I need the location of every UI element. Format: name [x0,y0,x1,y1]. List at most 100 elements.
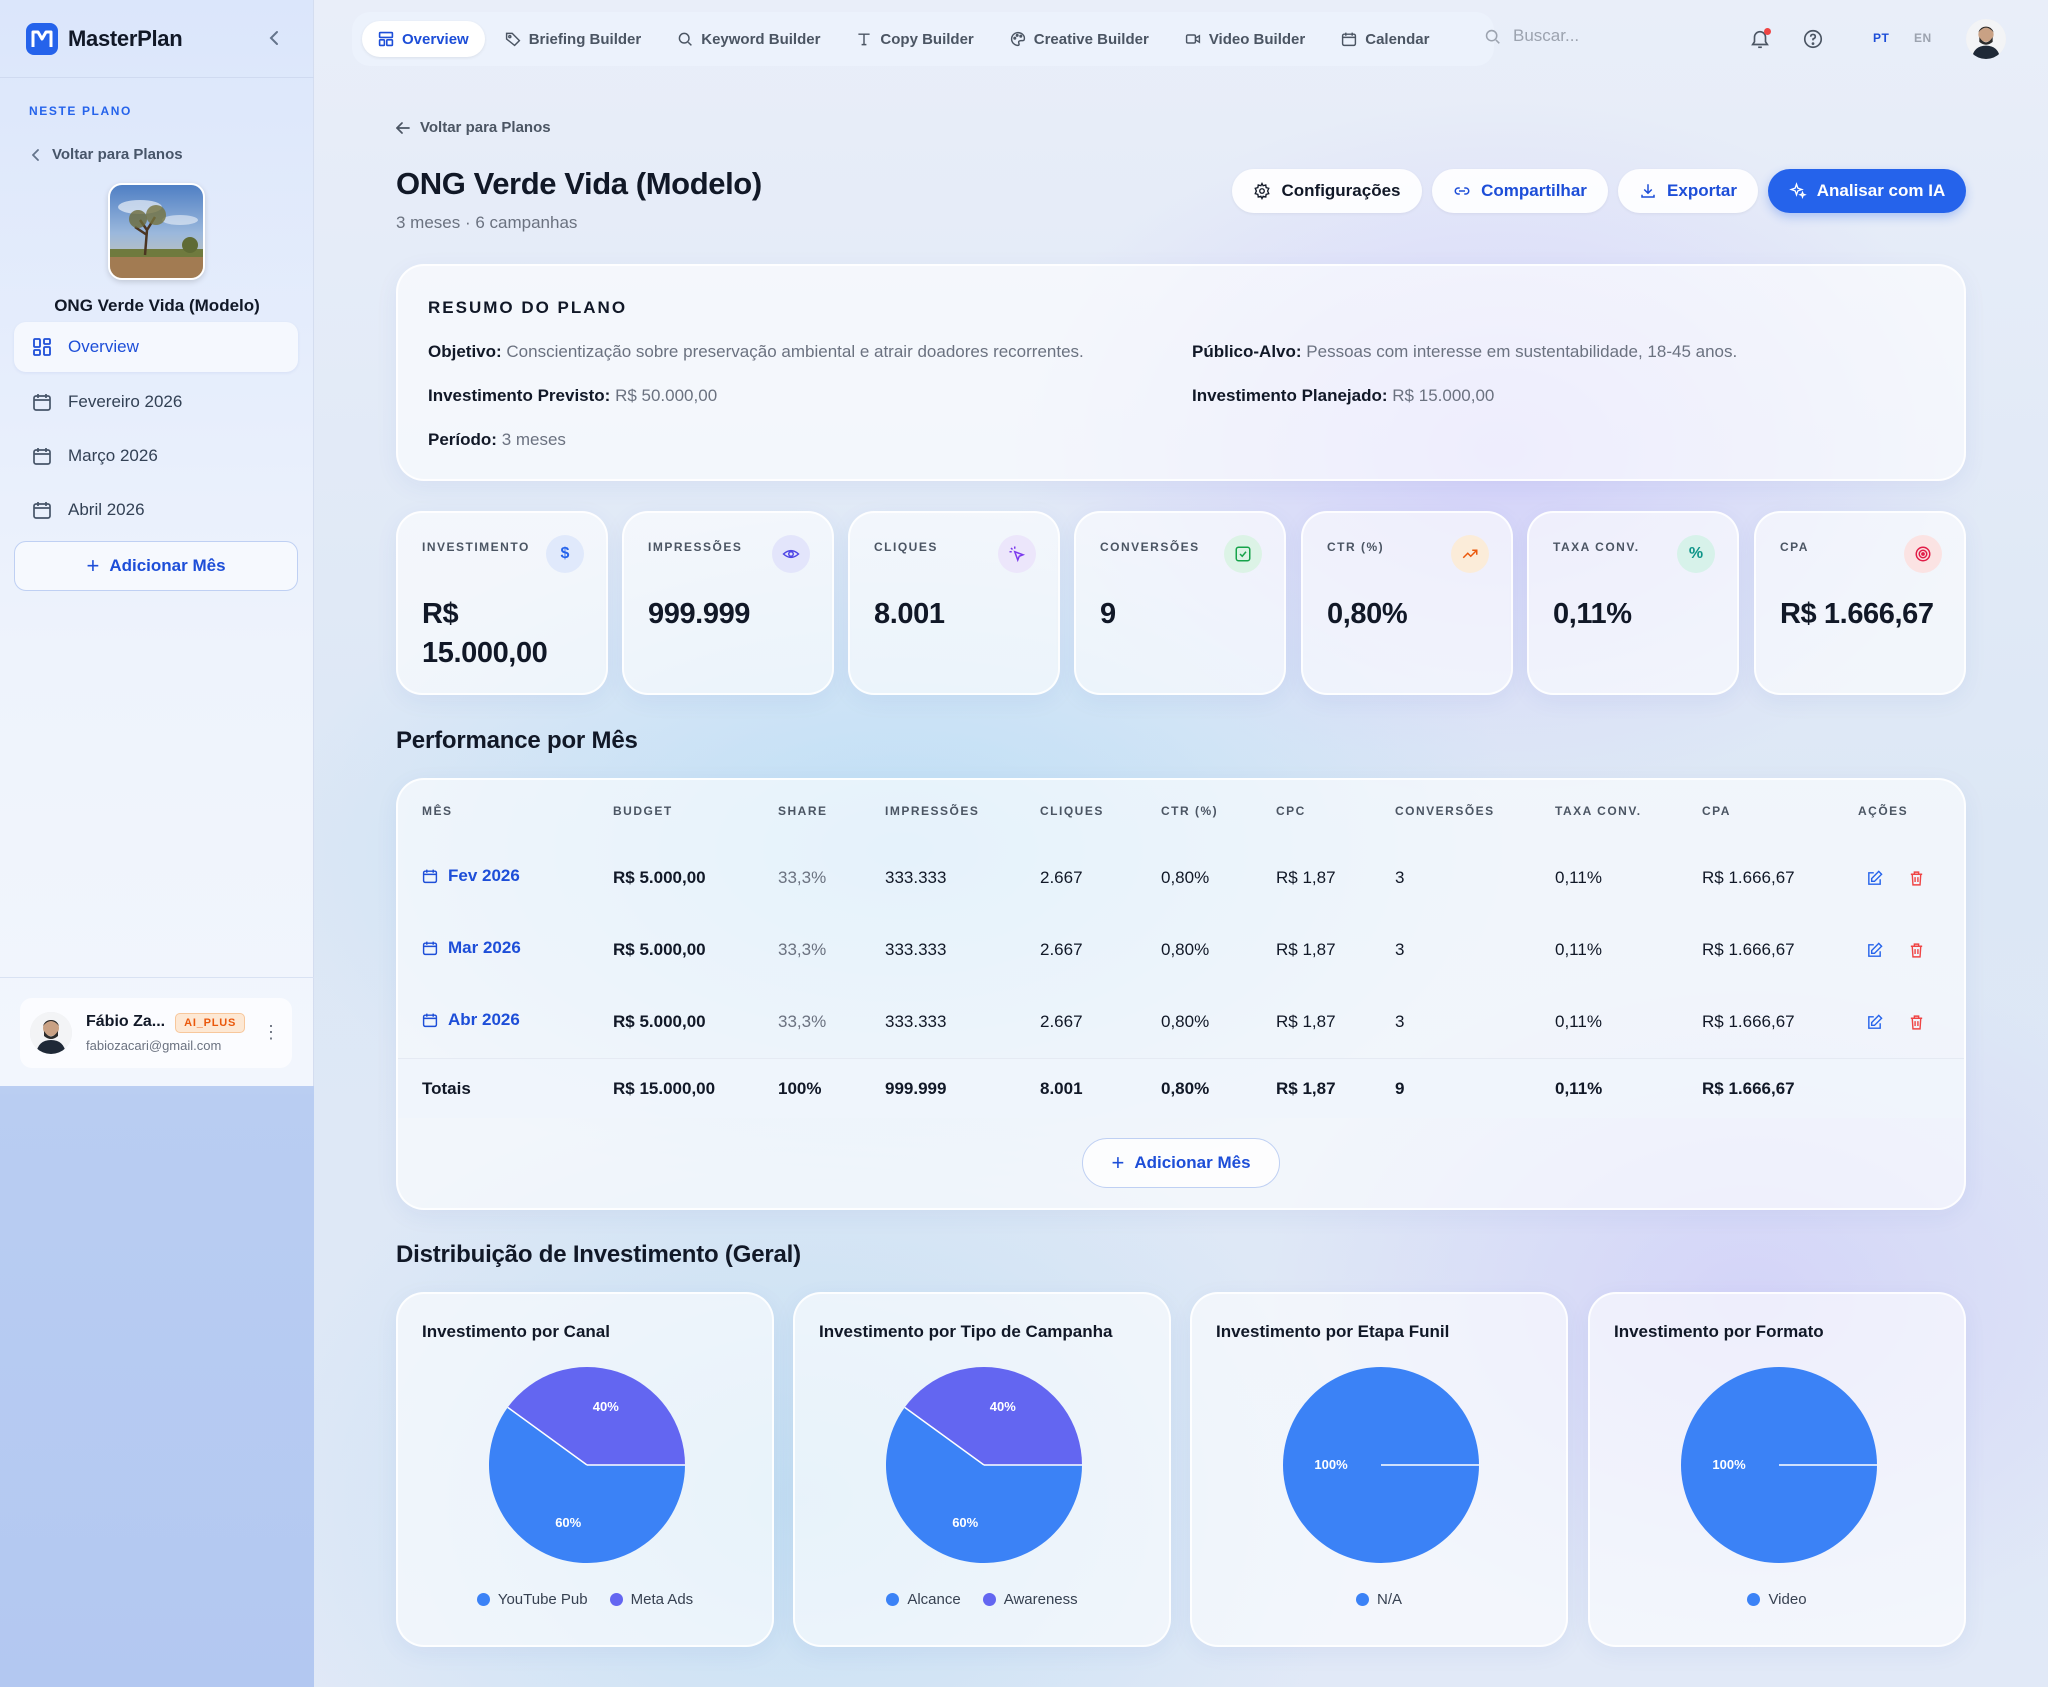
legend-item[interactable]: Video [1747,1591,1807,1608]
cell-clicks: 2.667 [1040,868,1083,887]
sidebar: MasterPlan NESTE PLANO Voltar para Plano… [0,0,314,1687]
edit-icon[interactable] [1864,940,1884,960]
sidebar-item-marco[interactable]: Março 2026 [14,431,298,481]
chart-legend: YouTube Pub Meta Ads [398,1591,772,1608]
cell-ctr: 0,80% [1161,1079,1210,1098]
cell-share: 33,3% [778,1012,827,1031]
legend-item[interactable]: Meta Ads [609,1591,693,1608]
slice-label: 40% [593,1399,619,1414]
pie-slice[interactable] [507,1367,685,1465]
help-icon[interactable] [1800,26,1826,52]
calendar-icon [1342,32,1357,47]
kpi-label: TAXA CONV. [1553,540,1640,554]
sidebar-item-fevereiro[interactable]: Fevereiro 2026 [14,377,298,427]
edit-icon[interactable] [1864,1012,1884,1032]
sidebar-item-abril[interactable]: Abril 2026 [14,485,298,535]
trash-icon[interactable] [1906,1012,1926,1032]
back-to-plans-link[interactable]: Voltar para Planos [32,146,183,163]
search-input[interactable]: Buscar... [1513,26,1580,45]
collapse-sidebar-icon[interactable] [262,26,286,50]
kpi-value: 0,11% [1553,598,1632,630]
pie-chart: 100% [1681,1367,1877,1563]
brand[interactable]: MasterPlan [26,22,183,56]
legend-label: YouTube Pub [497,1591,588,1608]
kpi-card-impressions: IMPRESSÕES 999.999 [622,511,834,695]
plan-badge: AI_PLUS [175,1013,246,1033]
column-header: SHARE [778,804,828,818]
month-link[interactable]: Fev 2026 [422,866,520,886]
pointer-icon [998,535,1036,573]
legend-item[interactable]: Alcance [886,1591,961,1608]
summary-audience: Público-Alvo: Pessoas com interesse em s… [1192,342,1737,362]
trash-icon[interactable] [1906,940,1926,960]
chart-title: Investimento por Canal [422,1322,610,1341]
cell-share: 100% [778,1079,822,1098]
calendar-icon [422,869,438,884]
export-button[interactable]: Exportar [1618,169,1758,213]
cell-ctr: 0,80% [1161,1012,1210,1031]
avatar[interactable] [1966,19,2006,59]
tab-keyword-builder[interactable]: Keyword Builder [661,21,836,57]
month-link[interactable]: Abr 2026 [422,1010,520,1030]
pie-card-funnel-stage: Investimento por Etapa Funil 100% N/A [1190,1292,1568,1647]
column-header: AÇÕES [1858,804,1909,818]
tab-copy-builder[interactable]: Copy Builder [840,21,989,57]
tab-overview[interactable]: Overview [362,21,485,57]
sparkles-icon [1788,182,1807,199]
cell-budget: R$ 5.000,00 [613,868,706,887]
add-month-button[interactable]: + Adicionar Mês [14,541,298,591]
cell-conversions: 9 [1395,1079,1405,1098]
cell-budget: R$ 15.000,00 [613,1079,716,1098]
add-month-button[interactable]: + Adicionar Mês [1082,1138,1280,1188]
lang-pt-toggle[interactable]: PT [1873,31,1890,45]
sidebar-item-label: Fevereiro 2026 [68,392,183,411]
sidebar-panel: MasterPlan NESTE PLANO Voltar para Plano… [0,0,314,1086]
edit-icon[interactable] [1864,868,1884,888]
back-to-plans-label: Voltar para Planos [52,146,183,163]
legend-item[interactable]: N/A [1355,1591,1402,1608]
gear-icon [1254,182,1271,200]
cell-cpc: R$ 1,87 [1276,1079,1336,1098]
tab-creative-builder[interactable]: Creative Builder [994,21,1165,57]
tab-briefing-builder[interactable]: Briefing Builder [489,21,658,57]
planned-label: Investimento Planejado: [1192,386,1388,405]
section-label: NESTE PLANO [29,104,132,118]
lang-en-toggle[interactable]: EN [1914,31,1932,45]
check-square-icon [1224,535,1262,573]
cell-cpa: R$ 1.666,67 [1702,868,1795,887]
legend-swatch [609,1593,623,1606]
cell-impressions: 333.333 [885,940,947,959]
tab-calendar[interactable]: Calendar [1325,21,1445,57]
tab-video-builder[interactable]: Video Builder [1169,21,1321,57]
tab-label: Calendar [1365,30,1430,48]
legend-item[interactable]: Awareness [982,1591,1078,1608]
search-bar[interactable]: Buscar... [1484,26,1579,46]
table-row: Mar 2026 R$ 5.000,00 33,3% 333.333 2.667… [398,914,1964,986]
notification-bell-icon[interactable] [1747,26,1773,52]
share-button[interactable]: Compartilhar [1432,169,1608,213]
breadcrumb[interactable]: Voltar para Planos [396,119,551,136]
audience-value: Pessoas com interesse em sustentabilidad… [1306,342,1738,361]
analyze-ai-button[interactable]: Analisar com IA [1768,169,1966,213]
settings-button[interactable]: Configurações [1232,169,1422,213]
more-vertical-icon[interactable]: ⋮ [262,1022,280,1042]
user-card[interactable]: Fábio Za... AI_PLUS fabiozacari@gmail.com… [20,998,292,1068]
cell-impressions: 999.999 [885,1079,947,1098]
calendar-icon [32,500,52,520]
plan-summary-card: RESUMO DO PLANO Objetivo: Conscientizaçã… [396,264,1966,481]
sidebar-item-label: Abril 2026 [68,500,145,519]
trash-icon[interactable] [1906,868,1926,888]
month-link[interactable]: Mar 2026 [422,938,521,958]
pie-slice[interactable] [886,1407,1082,1563]
pie-slice[interactable] [489,1407,685,1563]
sidebar-item-overview[interactable]: Overview [14,322,298,372]
legend-item[interactable]: YouTube Pub [476,1591,588,1608]
period-label: Período: [428,430,497,449]
pie-slice[interactable] [904,1367,1082,1465]
target-icon [1904,535,1942,573]
calendar-icon [32,392,52,412]
slice-label: 100% [1712,1457,1746,1472]
calendar-icon [422,941,438,956]
eye-icon [772,535,810,573]
kpi-value: R$ 1.666,67 [1780,598,1934,630]
